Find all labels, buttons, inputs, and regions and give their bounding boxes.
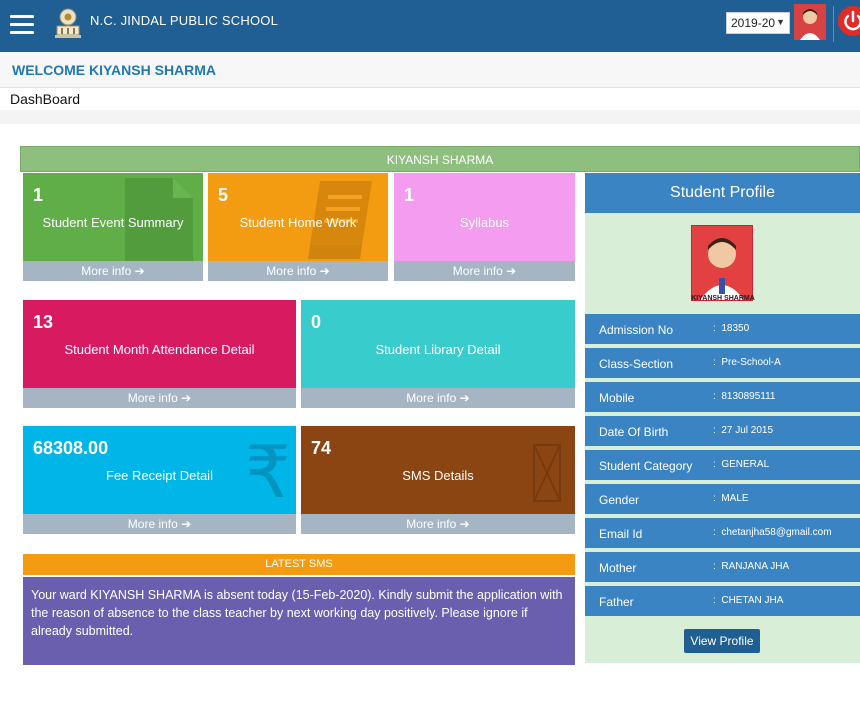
school-name: N.C. JINDAL PUBLIC SCHOOL	[90, 13, 279, 28]
profile-row-email-id: Email Id : chetanjha58@gmail.com	[585, 518, 860, 550]
latest-sms-header: LATEST SMS	[23, 554, 575, 575]
profile-row-student-category: Student Category : GENERAL	[585, 450, 860, 482]
tile-student-library-detail[interactable]: 0 Student Library Detail More info ➔	[301, 300, 575, 408]
student-photo	[691, 225, 753, 301]
profile-key: Gender	[599, 493, 640, 507]
profile-value: : RANJANA JHA	[713, 561, 790, 572]
tile-label: Student Home Work	[239, 215, 357, 230]
tile-count: 13	[33, 312, 54, 332]
more-info-label: More info	[452, 264, 503, 278]
profile-key: Mobile	[599, 391, 635, 405]
more-info-label: More info	[81, 264, 132, 278]
profile-row-mobile: Mobile : 8130895111	[585, 382, 860, 414]
tile-sms-details[interactable]: 74 SMS Details More info ➔	[301, 426, 575, 534]
profile-row-father: Father : CHETAN JHA	[585, 586, 860, 618]
tile-student-event-summary[interactable]: 1 Student Event Summary More info ➔	[23, 173, 203, 281]
profile-key: Student Category	[599, 459, 693, 473]
book-icon	[306, 181, 378, 266]
profile-row-class-section: Class-Section : Pre-School-A	[585, 348, 860, 380]
arrow-circle-right-icon: ➔	[459, 517, 470, 531]
rupee-icon: ₹	[245, 430, 291, 514]
profile-value: : 27 Jul 2015	[713, 425, 774, 436]
tile-label: Student Month Attendance Detail	[64, 342, 255, 357]
more-info-link[interactable]: More info ➔	[23, 514, 296, 534]
school-logo	[52, 6, 84, 40]
profile-key: Class-Section	[599, 357, 674, 371]
menu-icon[interactable]	[10, 15, 34, 35]
arrow-circle-right-icon: ➔	[181, 391, 192, 405]
more-info-link[interactable]: More info ➔	[301, 514, 575, 534]
profile-row-gender: Gender : MALE	[585, 484, 860, 516]
welcome-bar: WELCOME KIYANSH SHARMA	[0, 52, 860, 88]
tile-label: Fee Receipt Detail	[106, 468, 213, 483]
profile-key: Date Of Birth	[599, 425, 669, 439]
tile-count: 0	[311, 312, 322, 332]
profile-key: Email Id	[599, 527, 643, 541]
tile-count: 74	[311, 438, 332, 458]
view-profile-button[interactable]: View Profile	[684, 629, 760, 653]
welcome-text: WELCOME KIYANSH SHARMA	[12, 62, 217, 78]
arrow-circle-right-icon: ➔	[459, 391, 470, 405]
profile-key: Mother	[599, 561, 637, 575]
tile-student-home-work[interactable]: 5 Student Home Work More info ➔	[208, 173, 388, 281]
tile-student-month-attendance-detail[interactable]: 13 Student Month Attendance Detail More …	[23, 300, 296, 408]
latest-sms-message: Your ward KIYANSH SHARMA is absent today…	[23, 577, 575, 665]
profile-value: : chetanjha58@gmail.com	[713, 527, 832, 538]
more-info-link[interactable]: More info ➔	[23, 261, 203, 281]
arrow-circle-right-icon: ➔	[134, 264, 145, 278]
profile-title: Student Profile	[585, 173, 860, 213]
tile-label: Student Event Summary	[42, 215, 184, 230]
profile-value: : MALE	[713, 493, 749, 504]
chevron-down-icon: ▼	[776, 17, 785, 27]
more-info-label: More info	[127, 391, 178, 405]
profile-key: Father	[599, 595, 634, 609]
more-info-label: More info	[127, 517, 178, 531]
power-icon[interactable]	[838, 6, 860, 36]
breadcrumb-bar	[0, 110, 860, 124]
profile-row-mother: Mother : RANJANA JHA	[585, 552, 860, 584]
breadcrumb: DashBoard	[10, 91, 81, 107]
tile-fee-receipt-detail[interactable]: ₹ 68308.00 Fee Receipt Detail More info …	[23, 426, 296, 534]
profile-key: Admission No	[599, 323, 674, 337]
session-value: 2019-20	[731, 16, 776, 30]
document-icon	[125, 178, 193, 267]
profile-value: : GENERAL	[713, 459, 770, 470]
profile-value: : 18350	[713, 323, 750, 334]
student-name-banner: KIYANSH SHARMA	[20, 146, 860, 172]
more-info-link[interactable]: More info ➔	[23, 388, 296, 408]
header-divider	[833, 6, 834, 42]
envelope-icon	[533, 444, 561, 507]
top-bar: N.C. JINDAL PUBLIC SCHOOL 2019-20 ▼	[0, 0, 860, 52]
tile-count: 5	[218, 185, 229, 205]
arrow-circle-right-icon: ➔	[181, 517, 192, 531]
profile-value: : CHETAN JHA	[713, 595, 784, 606]
more-info-label: More info	[266, 264, 317, 278]
tile-syllabus[interactable]: 1 Syllabus More info ➔	[394, 173, 575, 281]
more-info-link[interactable]: More info ➔	[208, 261, 388, 281]
more-info-label: More info	[406, 517, 457, 531]
profile-value: : 8130895111	[713, 391, 776, 402]
photo-caption: KIYANSH SHARMA	[691, 295, 755, 302]
tile-count: 68308.00	[33, 438, 109, 458]
session-select[interactable]: 2019-20 ▼	[726, 12, 790, 34]
arrow-circle-right-icon: ➔	[506, 264, 517, 278]
avatar[interactable]	[794, 4, 826, 40]
more-info-label: More info	[406, 391, 457, 405]
student-profile-panel: Student Profile KIYANSH SHARMA Admission…	[585, 173, 860, 663]
profile-value: : Pre-School-A	[713, 357, 781, 368]
tile-count: 1	[33, 185, 44, 205]
more-info-link[interactable]: More info ➔	[301, 388, 575, 408]
tile-label: Syllabus	[459, 215, 510, 230]
tile-count: 1	[404, 185, 415, 205]
more-info-link[interactable]: More info ➔	[394, 261, 575, 281]
profile-row-date-of-birth: Date Of Birth : 27 Jul 2015	[585, 416, 860, 448]
tile-label: SMS Details	[402, 468, 474, 483]
arrow-circle-right-icon: ➔	[319, 264, 330, 278]
profile-row-admission-no: Admission No : 18350	[585, 314, 860, 346]
tile-label: Student Library Detail	[375, 342, 501, 357]
